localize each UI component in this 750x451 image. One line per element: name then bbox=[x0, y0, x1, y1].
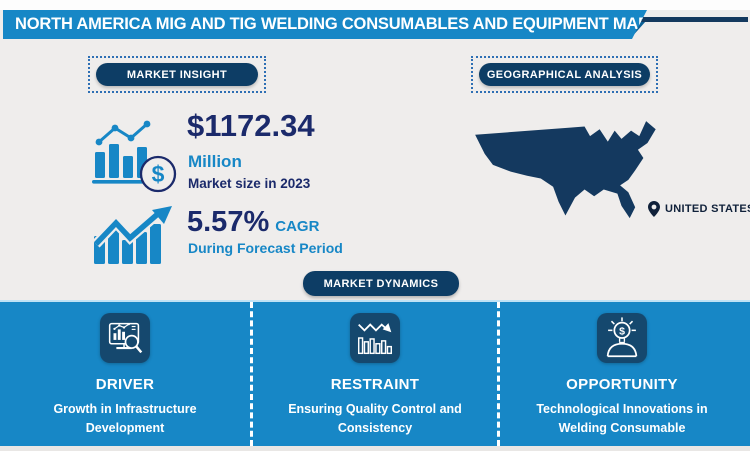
idea-bulb-dollar-icon: $ bbox=[597, 313, 647, 363]
opportunity-description: Technological Innovations in Welding Con… bbox=[536, 402, 708, 435]
driver-column: DRIVER Growth in Infrastructure Developm… bbox=[0, 302, 250, 446]
cagr-caption: During Forecast Period bbox=[188, 240, 343, 256]
united-states-map bbox=[456, 102, 668, 240]
restraint-description: Ensuring Quality Control and Consistency bbox=[288, 402, 462, 435]
top-margin-strip bbox=[0, 0, 750, 10]
restraint-title: RESTRAINT bbox=[330, 376, 420, 393]
bottom-margin-strip bbox=[0, 446, 750, 451]
svg-text:$: $ bbox=[619, 325, 625, 337]
driver-title: DRIVER bbox=[95, 376, 155, 393]
geographical-analysis-badge[interactable]: GEOGRAPHICAL ANALYSIS bbox=[479, 63, 650, 86]
market-size-unit: Million bbox=[188, 152, 242, 171]
restraint-column: RESTRAINT Ensuring Quality Control and C… bbox=[250, 302, 497, 446]
market-size-value: $1172.34 bbox=[187, 108, 315, 143]
page-title: NORTH AMERICA MIG AND TIG WELDING CONSUM… bbox=[15, 15, 683, 33]
cagr-value: 5.57% bbox=[187, 206, 270, 238]
svg-text:$: $ bbox=[152, 161, 165, 187]
country-label-row: UNITED STATES bbox=[648, 201, 750, 217]
market-dynamics-bar: DRIVER Growth in Infrastructure Developm… bbox=[0, 300, 750, 446]
declining-bars-arrow-icon bbox=[350, 313, 400, 363]
cagr-row: 5.57% CAGR bbox=[187, 206, 319, 239]
market-dynamics-badge[interactable]: MARKET DYNAMICS bbox=[303, 271, 459, 296]
opportunity-column: $ OPPORTUNITY Technological Innovations … bbox=[497, 302, 744, 446]
bar-chart-dollar-icon: $ bbox=[92, 116, 182, 203]
opportunity-title: OPPORTUNITY bbox=[566, 376, 678, 393]
market-insight-badge-frame: MARKET INSIGHT bbox=[88, 56, 266, 93]
geographical-analysis-badge-frame: GEOGRAPHICAL ANALYSIS bbox=[471, 56, 658, 93]
header-rule-line bbox=[641, 17, 748, 22]
growth-arrow-chart-icon bbox=[92, 206, 176, 273]
header-banner: NORTH AMERICA MIG AND TIG WELDING CONSUM… bbox=[3, 10, 647, 39]
driver-description: Growth in Infrastructure Development bbox=[53, 402, 197, 435]
country-label: UNITED STATES bbox=[665, 203, 750, 215]
location-pin-icon bbox=[648, 201, 660, 217]
monitor-chart-magnifier-icon bbox=[100, 313, 150, 363]
market-insight-badge[interactable]: MARKET INSIGHT bbox=[96, 63, 258, 86]
market-size-caption: Market size in 2023 bbox=[188, 176, 311, 191]
cagr-label: CAGR bbox=[275, 218, 320, 235]
